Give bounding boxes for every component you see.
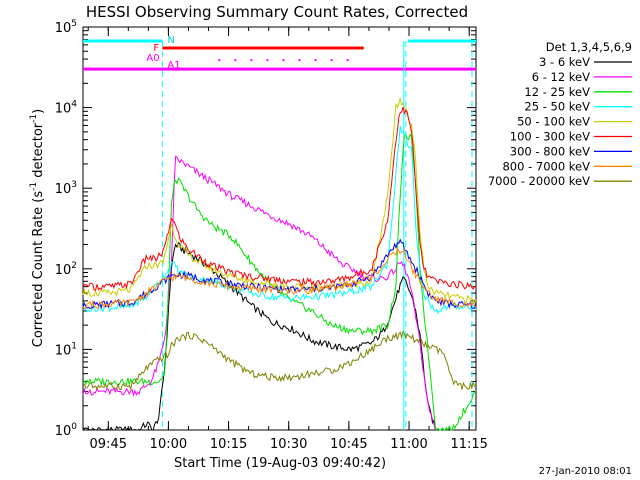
attenuator-a1-dot xyxy=(330,59,333,62)
y-axis-label-sup1: -1 xyxy=(29,182,39,191)
x-axis-label: Start Time (19-Aug-03 09:40:42) xyxy=(174,456,386,471)
legend-label: 3 - 6 keV xyxy=(539,55,590,69)
legend-label: 800 - 7000 keV xyxy=(502,159,590,173)
series-line-7 xyxy=(82,246,477,310)
x-tick-label: 10:30 xyxy=(270,437,307,452)
flag-label-a1: A1 xyxy=(167,60,180,71)
legend-title: Det 1,3,4,5,6,9 xyxy=(546,40,632,54)
legend-label: 6 - 12 keV xyxy=(532,70,590,84)
series-line-0 xyxy=(82,242,436,431)
y-tick-label: 100 xyxy=(55,422,78,439)
attenuator-a1-dot xyxy=(282,59,285,62)
y-tick-label: 103 xyxy=(55,180,77,197)
attenuator-a1-dot xyxy=(314,59,317,62)
series-line-8 xyxy=(82,330,477,391)
attenuator-a1-dot xyxy=(266,59,269,62)
flag-label-f: F xyxy=(153,43,159,54)
attenuator-a1-dot xyxy=(218,59,221,62)
legend-label: 50 - 100 keV xyxy=(517,115,590,129)
x-tick-label: 11:00 xyxy=(390,437,427,452)
series-line-3 xyxy=(82,125,477,315)
chart-title: HESSI Observing Summary Count Rates, Cor… xyxy=(86,3,468,21)
y-axis-label-sup2: -1 xyxy=(29,114,39,123)
series-line-4 xyxy=(82,97,477,305)
legend-label: 12 - 25 keV xyxy=(524,85,590,99)
y-tick-label: 105 xyxy=(55,19,77,36)
axes-layer: 100 101 102 103 104 105 09:45 10:00 10:15 10:30 10… xyxy=(55,19,488,452)
legend-label: 100 - 300 keV xyxy=(510,130,590,144)
legend-label: 25 - 50 keV xyxy=(524,100,590,114)
series-line-1 xyxy=(82,155,436,430)
legend-label: 300 - 800 keV xyxy=(510,144,590,158)
y-axis-label: Corrected Count Rate (s-1 detector-1) xyxy=(29,109,46,347)
x-tick-label: 09:45 xyxy=(90,437,127,452)
y-axis-label-main: Corrected Count Rate (s xyxy=(31,191,46,348)
y-tick-label: 101 xyxy=(55,341,77,358)
legend-label: 7000 - 20000 keV xyxy=(488,174,590,188)
y-axis-label-mid: detector xyxy=(31,122,46,182)
x-tick-label: 11:15 xyxy=(450,437,487,452)
series-line-5 xyxy=(82,106,477,291)
attenuator-a1-dot xyxy=(250,59,253,62)
series-layer xyxy=(82,97,477,432)
x-tick-label: 10:45 xyxy=(330,437,367,452)
flag-label-n: N xyxy=(167,35,174,46)
attenuator-a1-dot xyxy=(234,59,237,62)
plot-frame xyxy=(82,26,477,431)
x-tick-label: 10:15 xyxy=(210,437,247,452)
y-tick-label: 104 xyxy=(55,100,78,117)
x-tick-label: 10:00 xyxy=(150,437,187,452)
flag-label-a0: A0 xyxy=(146,53,159,64)
attenuator-a1-dot xyxy=(298,59,301,62)
y-axis-label-end: ) xyxy=(31,109,46,114)
footer-date: 27-Jan-2010 08:01 xyxy=(539,466,632,477)
y-tick-label: 102 xyxy=(55,261,77,278)
attenuator-a1-dot xyxy=(346,59,349,62)
